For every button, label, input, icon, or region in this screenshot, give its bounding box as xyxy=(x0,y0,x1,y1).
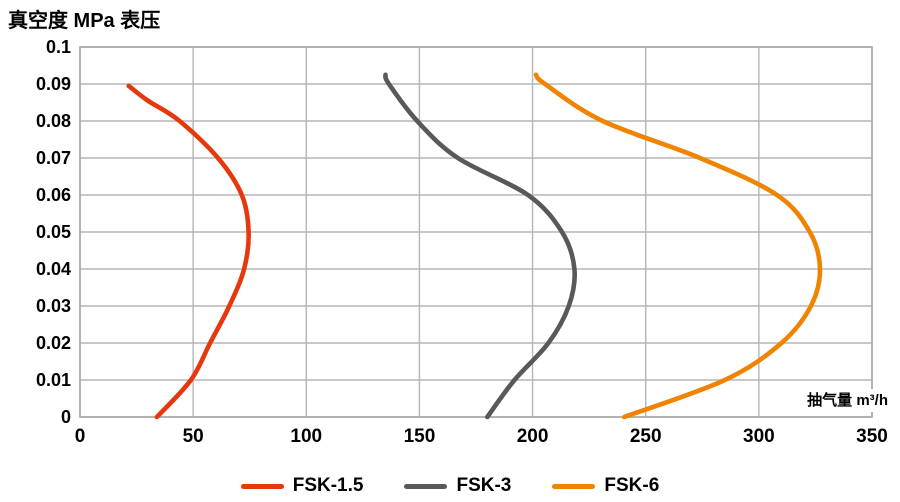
y-tick-label: 0.01 xyxy=(36,370,71,390)
legend-swatch-orange-line xyxy=(552,483,596,489)
plot-border xyxy=(79,46,873,418)
y-tick-label: 0.05 xyxy=(36,222,71,242)
y-tick-label: 0.1 xyxy=(46,37,71,57)
line-chart-plot: 0 50 100 150 200 250 300 350 0.1 0.09 0.08 0.07 0.06… xyxy=(36,37,888,447)
series-line-fsk-1.5 xyxy=(126,83,251,420)
chart-title: 真空度 MPa 表压 xyxy=(8,10,161,32)
x-tick-label: 150 xyxy=(404,426,436,447)
y-tick-label: 0.02 xyxy=(36,333,71,353)
x-tick-label: 300 xyxy=(743,426,775,447)
y-tick-label: 0.06 xyxy=(36,185,71,205)
series-line-fsk-3 xyxy=(383,72,577,420)
y-tick-label: 0.03 xyxy=(36,296,71,316)
x-axis-unit-label: 抽气量 m³/h xyxy=(791,389,888,412)
legend-swatch-red-line xyxy=(240,483,284,489)
y-tick-label: 0.08 xyxy=(36,111,71,131)
x-tick-label: 100 xyxy=(290,426,322,447)
y-tick-label: 0 xyxy=(61,407,71,427)
legend-label: FSK-3 xyxy=(456,475,512,496)
y-tick-label: 0.04 xyxy=(36,259,71,279)
y-tick-label: 0.07 xyxy=(36,148,71,168)
x-tick-label: 0 xyxy=(75,426,86,447)
legend-label: FSK-1.5 xyxy=(292,475,364,496)
x-tick-label: 200 xyxy=(517,426,549,447)
legend-item-fsk-1-5: FSK-1.5 xyxy=(240,475,364,497)
x-tick-label: 350 xyxy=(856,426,888,447)
x-tick-label: 250 xyxy=(630,426,662,447)
legend-item-fsk-3: FSK-3 xyxy=(404,475,511,497)
series-line-fsk-6 xyxy=(533,72,823,420)
x-tick-label: 50 xyxy=(183,426,204,447)
legend: FSK-1.5 FSK-3 FSK-6 xyxy=(0,473,900,499)
legend-item-fsk-6: FSK-6 xyxy=(552,475,659,497)
y-tick-label: 0.09 xyxy=(36,74,71,94)
legend-label: FSK-6 xyxy=(604,475,660,496)
legend-swatch-gray-line xyxy=(404,483,448,489)
